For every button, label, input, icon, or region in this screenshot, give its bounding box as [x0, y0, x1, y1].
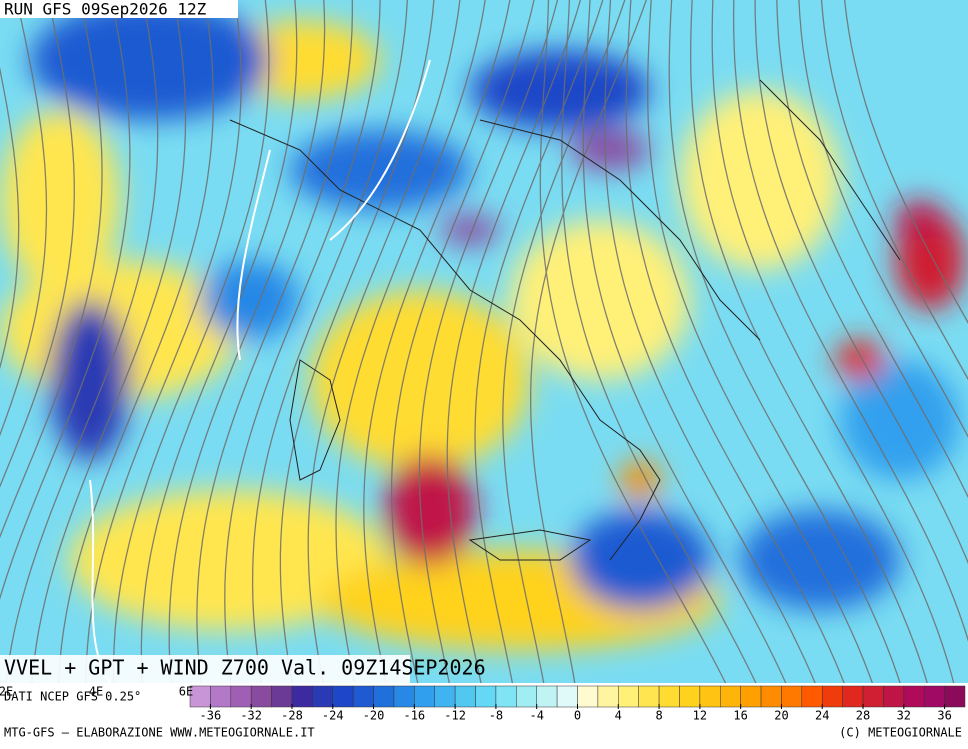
- colorbar: -36 -32 -28 -24 -20 -16 -12 -8 -4 0 4 8 12 16 20 24 28 32…: [190, 686, 965, 723]
- colorbar-cell: [210, 686, 230, 707]
- colorbar-cell: [863, 686, 883, 707]
- colorbar-cell: [231, 686, 251, 707]
- colorbar-cell: [353, 686, 373, 707]
- colorbar-cell: [883, 686, 903, 707]
- colorbar-tick-label: 36: [937, 709, 951, 723]
- field-blob: [570, 130, 650, 170]
- colorbar-cell: [374, 686, 394, 707]
- colorbar-cell: [394, 686, 414, 707]
- colorbar-cell: [476, 686, 496, 707]
- colorbar-cell: [516, 686, 536, 707]
- colorbar-tick-label: -24: [322, 709, 344, 723]
- map-field: [0, 0, 968, 690]
- colorbar-tick-label: 12: [693, 709, 707, 723]
- colorbar-tick-label: 28: [856, 709, 870, 723]
- colorbar-cell: [741, 686, 761, 707]
- field-blob: [835, 340, 885, 380]
- map-title: VVEL + GPT + WIND Z700 Val. 09Z14SEP2026: [4, 656, 486, 680]
- colorbar-cell: [496, 686, 516, 707]
- colorbar-cell: [557, 686, 577, 707]
- colorbar-cell: [904, 686, 924, 707]
- colorbar-cell: [781, 686, 801, 707]
- colorbar-tick-label: 32: [897, 709, 911, 723]
- colorbar-tick-label: 0: [574, 709, 581, 723]
- colorbar-cell: [455, 686, 475, 707]
- colorbar-cell: [945, 686, 965, 707]
- colorbar-cell: [414, 686, 434, 707]
- colorbar-cell: [700, 686, 720, 707]
- field-blob: [290, 130, 470, 210]
- run-label: RUN GFS 09Sep2026 12Z: [4, 0, 207, 19]
- footer-right: (C) METEOGIORNALE: [839, 726, 962, 740]
- colorbar-cell: [720, 686, 740, 707]
- colorbar-cell: [312, 686, 332, 707]
- colorbar-tick-label: 20: [774, 709, 788, 723]
- colorbar-cell: [822, 686, 842, 707]
- colorbar-tick-label: -16: [403, 709, 425, 723]
- field-blob: [740, 510, 900, 610]
- colorbar-tick-label: 24: [815, 709, 829, 723]
- colorbar-cell: [843, 686, 863, 707]
- colorbar-tick-label: -4: [529, 709, 543, 723]
- field-blob: [440, 215, 500, 245]
- colorbar-tick-label: -12: [444, 709, 466, 723]
- colorbar-cell: [537, 686, 557, 707]
- colorbar-cell: [272, 686, 292, 707]
- colorbar-tick-label: -20: [363, 709, 385, 723]
- field-blob: [510, 220, 690, 380]
- colorbar-tick-label: 4: [615, 709, 622, 723]
- colorbar-cell: [292, 686, 312, 707]
- colorbar-cell: [924, 686, 944, 707]
- colorbar-cell: [639, 686, 659, 707]
- colorbar-tick-label: -28: [281, 709, 303, 723]
- colorbar-cell: [598, 686, 618, 707]
- colorbar-tick-label: -8: [489, 709, 503, 723]
- colorbar-cell: [578, 686, 598, 707]
- footer-left: MTG-GFS — ELABORAZIONE WWW.METEOGIORNALE…: [4, 726, 315, 740]
- colorbar-cell: [333, 686, 353, 707]
- colorbar-tick-label: 16: [733, 709, 747, 723]
- colorbar-tick-label: 8: [655, 709, 662, 723]
- colorbar-tick-label: -36: [200, 709, 222, 723]
- colorbar-cell: [435, 686, 455, 707]
- colorbar-cell: [761, 686, 781, 707]
- field-blob: [570, 510, 710, 610]
- lon-label: 6E: [179, 685, 193, 699]
- colorbar-tick-label: -32: [240, 709, 262, 723]
- colorbar-cell: [618, 686, 638, 707]
- colorbar-cell: [251, 686, 271, 707]
- field-blob: [385, 455, 475, 565]
- colorbar-cell: [659, 686, 679, 707]
- colorbar-cell: [802, 686, 822, 707]
- colorbar-cell: [679, 686, 699, 707]
- source-label: DATI NCEP GFS 0.25°: [4, 690, 141, 704]
